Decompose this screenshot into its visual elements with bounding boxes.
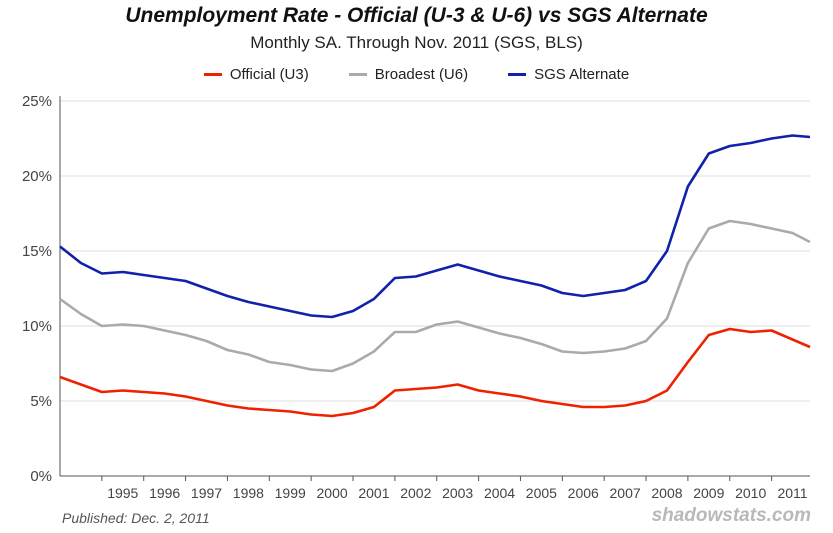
x-tick-label: 2005 (526, 485, 557, 501)
legend: Official (U3) Broadest (U6) SGS Alternat… (0, 66, 833, 83)
series-line-2 (59, 134, 811, 319)
legend-swatch-u3 (203, 73, 222, 76)
x-tick-label: 1998 (233, 485, 264, 501)
y-tick-label: 15% (22, 243, 52, 260)
x-tick-label: 2010 (735, 485, 766, 501)
x-tick-label: 2000 (317, 485, 348, 501)
legend-label-u3: Official (U3) (229, 66, 309, 83)
chart-title: Unemployment Rate - Official (U-3 & U-6)… (125, 4, 708, 27)
x-tick-label: 2004 (484, 485, 515, 501)
y-tick-label: 25% (22, 93, 52, 110)
x-tick-label: 1997 (191, 485, 222, 501)
x-tick-label: 2002 (400, 485, 431, 501)
legend-swatch-sgs (508, 73, 527, 76)
x-tick-label: 1996 (149, 485, 180, 501)
x-tick-label: 2011 (777, 485, 807, 501)
y-tick-label: 10% (22, 318, 52, 335)
legend-label-u6: Broadest (U6) (374, 66, 469, 83)
x-tick-label: 2006 (568, 485, 599, 501)
y-tick-label: 0% (30, 468, 52, 485)
x-tick-label: 2001 (358, 485, 389, 501)
x-tick-label: 2003 (442, 485, 473, 501)
source-watermark: shadowstats.com (651, 505, 811, 526)
series-line-1 (59, 219, 811, 373)
legend-swatch-u6 (348, 73, 367, 76)
legend-label-sgs: SGS Alternate (534, 66, 630, 83)
x-tick-label: 1995 (107, 485, 138, 501)
series-line-0 (59, 327, 811, 418)
legend-item-u6: Broadest (U6) (348, 66, 469, 83)
x-tick-label: 2007 (610, 485, 641, 501)
x-tick-label: 2009 (693, 485, 724, 501)
y-tick-label: 5% (30, 393, 52, 410)
chart-subtitle: Monthly SA. Through Nov. 2011 (SGS, BLS) (250, 33, 583, 52)
legend-item-u3: Official (U3) (203, 66, 309, 83)
legend-item-sgs: SGS Alternate (508, 66, 629, 83)
y-tick-label: 20% (22, 168, 52, 185)
x-tick-label: 1999 (275, 485, 306, 501)
x-tick-label: 2008 (651, 485, 682, 501)
published-date: Published: Dec. 2, 2011 (62, 510, 210, 526)
